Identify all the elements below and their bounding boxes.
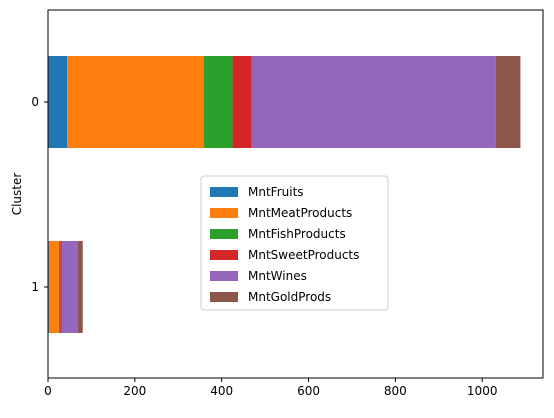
bar-MntSweetProducts-cluster-0 — [232, 56, 252, 148]
bars-layer — [48, 56, 521, 333]
bar-MntFishProducts-cluster-0 — [203, 56, 233, 148]
x-tick-label-0: 0 — [44, 384, 52, 398]
bar-MntSweetProducts-cluster-1 — [60, 241, 62, 333]
legend-label-MntFishProducts: MntFishProducts — [248, 227, 346, 241]
x-tick-label-800: 800 — [384, 384, 407, 398]
legend-swatch-MntWines — [210, 271, 238, 281]
legend-label-MntWines: MntWines — [248, 269, 307, 283]
bar-MntFruits-cluster-0 — [48, 56, 68, 148]
legend-swatch-MntMeatProducts — [210, 208, 238, 218]
legend-box — [200, 175, 389, 311]
x-tick-label-600: 600 — [297, 384, 320, 398]
y-tick-label-1: 1 — [31, 280, 39, 294]
legend: MntFruits MntMeatProducts MntFishProducts M… — [200, 175, 389, 311]
y-axis-label: Cluster — [10, 173, 24, 216]
legend-swatch-MntSweetProducts — [210, 250, 238, 260]
bar-MntGoldProds-cluster-0 — [495, 56, 521, 148]
bar-MntWines-cluster-1 — [61, 241, 78, 333]
legend-label-MntSweetProducts: MntSweetProducts — [248, 248, 359, 262]
bar-MntWines-cluster-0 — [251, 56, 496, 148]
x-tick-label-400: 400 — [210, 384, 233, 398]
x-tick-label-1000: 1000 — [467, 384, 498, 398]
bar-MntFishProducts-cluster-1 — [58, 241, 61, 333]
legend-swatch-MntGoldProds — [210, 292, 238, 302]
legend-label-MntFruits: MntFruits — [248, 185, 304, 199]
legend-label-MntGoldProds: MntGoldProds — [248, 290, 331, 304]
legend-label-MntMeatProducts: MntMeatProducts — [248, 206, 352, 220]
x-tick-label-200: 200 — [123, 384, 146, 398]
legend-swatch-MntFruits — [210, 187, 238, 197]
axes-layer: 0 200 400 600 800 1000 0 1 Cluster — [10, 9, 544, 398]
legend-swatch-MntFishProducts — [210, 229, 238, 239]
bar-MntMeatProducts-cluster-0 — [67, 56, 204, 148]
bar-MntGoldProds-cluster-1 — [77, 241, 83, 333]
axes-frame — [47, 9, 544, 379]
y-tick-label-0: 0 — [31, 95, 39, 109]
bar-MntMeatProducts-cluster-1 — [48, 241, 59, 333]
